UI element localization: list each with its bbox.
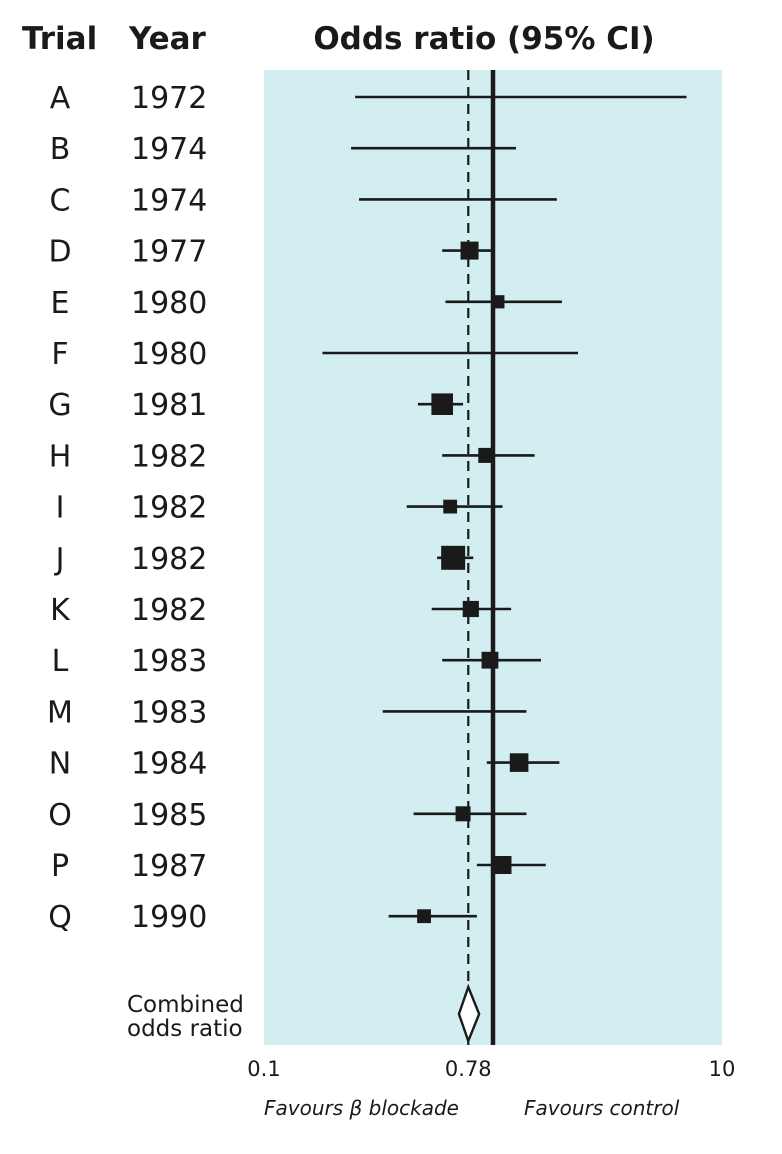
trial-row: O 1985 [48,798,527,833]
trial-row: L 1983 [52,644,541,679]
trial-row: B 1974 [50,132,516,167]
combined-diamond [457,983,481,1045]
trial-year: 1982 [131,491,207,526]
trial-label: B [50,132,71,167]
trial-label: E [51,286,70,321]
trial-label: C [50,183,71,218]
trial-year: 1974 [131,183,207,218]
combined-label-line2: odds ratio [127,1016,243,1042]
point-estimate [493,856,512,874]
trial-label: J [54,542,65,577]
trial-label: H [49,439,72,474]
trial-label: N [49,747,71,782]
x-tick-label: 0.1 [247,1057,280,1081]
x-tick-label: 10 [709,1057,736,1081]
trial-row: I 1982 [56,491,503,526]
trial-year: 1974 [131,132,207,167]
trial-year: 1984 [131,747,207,782]
point-estimate [441,545,466,570]
trial-column-header: Trial [22,21,97,57]
year-column-header: Year [128,21,207,57]
trial-year: 1983 [131,695,207,730]
trial-label: G [48,388,71,423]
trial-label: F [51,337,68,372]
trial-label: L [52,644,69,679]
trial-row: M 1983 [47,695,527,730]
chart-title: Odds ratio (95% CI) [313,21,654,57]
point-estimate [417,909,431,924]
trial-row: F 1980 [51,337,578,372]
trial-row: K 1982 [50,593,512,628]
favours-left-label: Favours β blockade [264,1096,459,1120]
point-estimate [481,651,499,669]
trial-label: I [56,491,65,526]
trial-rows: A 1972 B 1974 C 1974 D 1977 E 1980 F 1980 G 1981 H 1982… [47,81,687,935]
trial-year: 1980 [131,286,207,321]
trial-label: A [50,81,71,116]
trial-label: P [51,849,69,884]
point-estimate [478,447,494,463]
trial-row: E 1980 [51,286,562,321]
point-estimate [455,806,471,822]
point-estimate [509,753,529,772]
trial-label: O [48,798,72,833]
trial-label: M [47,695,73,730]
x-axis-ticks: 0.1 0.78 10 [247,1057,735,1081]
trial-year: 1977 [131,235,207,270]
trial-year: 1983 [131,644,207,679]
reference-lines [467,70,496,1045]
trial-row: C 1974 [50,183,557,218]
trial-year: 1982 [131,593,207,628]
combined-label-line1: Combined [127,992,244,1018]
trial-row: A 1972 [50,81,687,116]
trial-year: 1985 [131,798,207,833]
trial-label: D [48,235,71,270]
trial-year: 1972 [131,81,207,116]
trial-row: G 1981 [48,388,464,423]
trial-label: K [50,593,71,628]
trial-year: 1990 [131,900,207,935]
trial-label: Q [48,900,72,935]
point-estimate [460,241,479,260]
point-estimate [431,393,453,415]
trial-row: D 1977 [48,235,491,270]
trial-year: 1982 [131,542,207,577]
favours-right-label: Favours control [524,1096,680,1120]
trial-year: 1980 [131,337,207,372]
point-estimate [443,499,458,514]
trial-year: 1981 [131,388,207,423]
trial-row: P 1987 [51,849,546,884]
point-estimate [462,600,479,618]
trial-row: Q 1990 [48,900,477,935]
trial-year: 1982 [131,439,207,474]
trial-year: 1987 [131,849,207,884]
x-tick-label: 0.78 [445,1057,492,1081]
trial-row: N 1984 [49,747,560,782]
trial-row: H 1982 [49,439,535,474]
trial-row: J 1982 [54,542,474,577]
